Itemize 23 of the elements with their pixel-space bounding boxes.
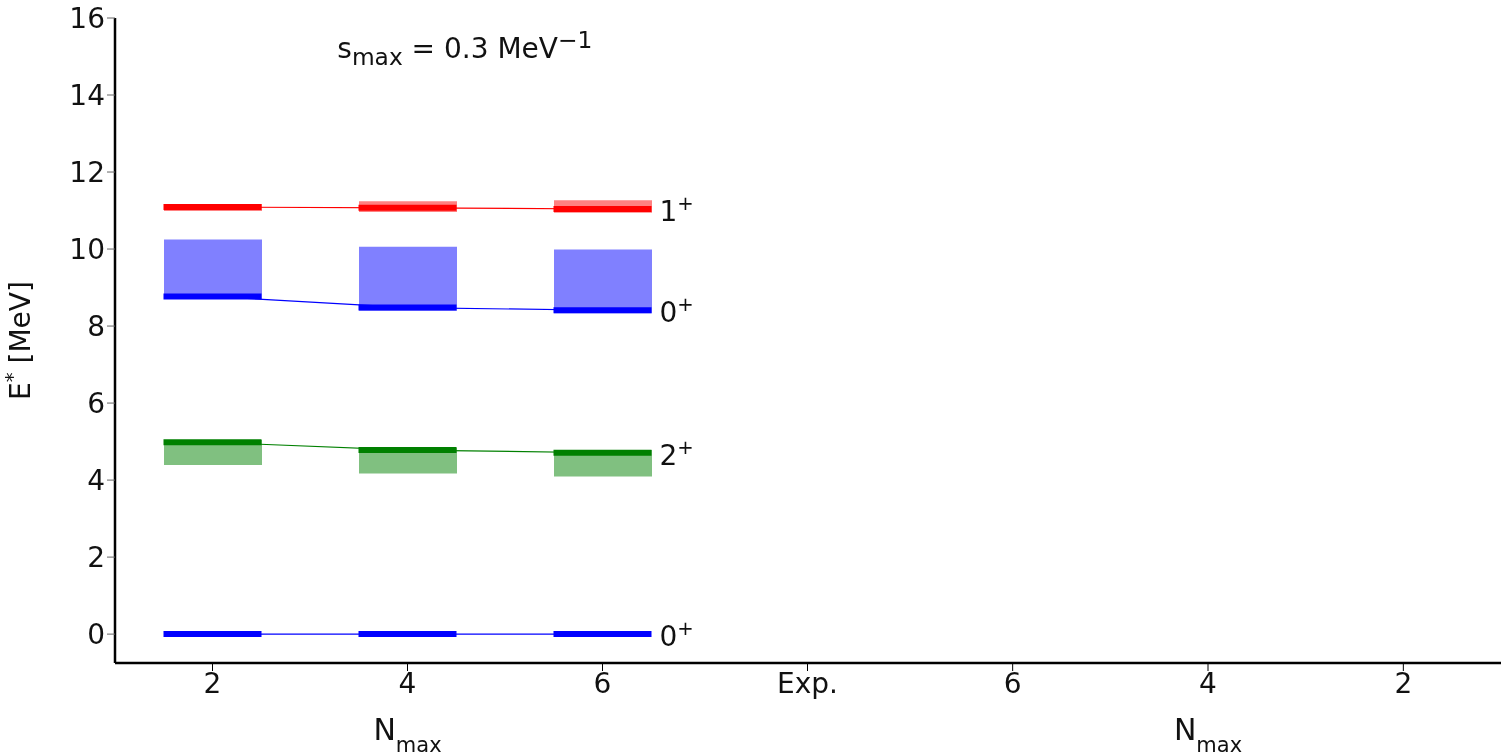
x-tick-label: 4 — [1199, 666, 1217, 700]
x-axis-title: N$_{max}$ — [1173, 712, 1243, 756]
x-tick-label: 6 — [593, 666, 612, 700]
y-tick-label: 0 — [87, 618, 105, 652]
annotation: 0$^{+}$ — [659, 616, 694, 654]
x-tick-label: 6 — [1003, 666, 1022, 700]
x-tick-label: Exp. — [777, 666, 838, 700]
annotation: 0$^{+}$ — [659, 292, 694, 330]
y-tick-label: 14 — [69, 78, 105, 112]
annotation: 2$^{+}$ — [659, 435, 694, 472]
y-tick-label: 16 — [69, 1, 105, 35]
y-tick-label: 6 — [87, 387, 105, 421]
y-tick-label: 2 — [87, 541, 105, 575]
y-tick-label: 8 — [87, 310, 105, 343]
annotation: s$_{max}$ = 0.3 MeV$^{−1}$ — [337, 26, 593, 71]
x-tick-label: 2 — [1394, 666, 1413, 700]
y-tick-label: 10 — [69, 232, 105, 266]
y-tick-label: 4 — [87, 464, 105, 498]
x-axis-title: N$_{max}$ — [373, 712, 442, 756]
annotation: 1$^{+}$ — [659, 191, 694, 228]
y-tick-label: 12 — [69, 155, 105, 189]
x-tick-label: 4 — [398, 666, 417, 700]
x-tick-label: 2 — [203, 666, 222, 700]
